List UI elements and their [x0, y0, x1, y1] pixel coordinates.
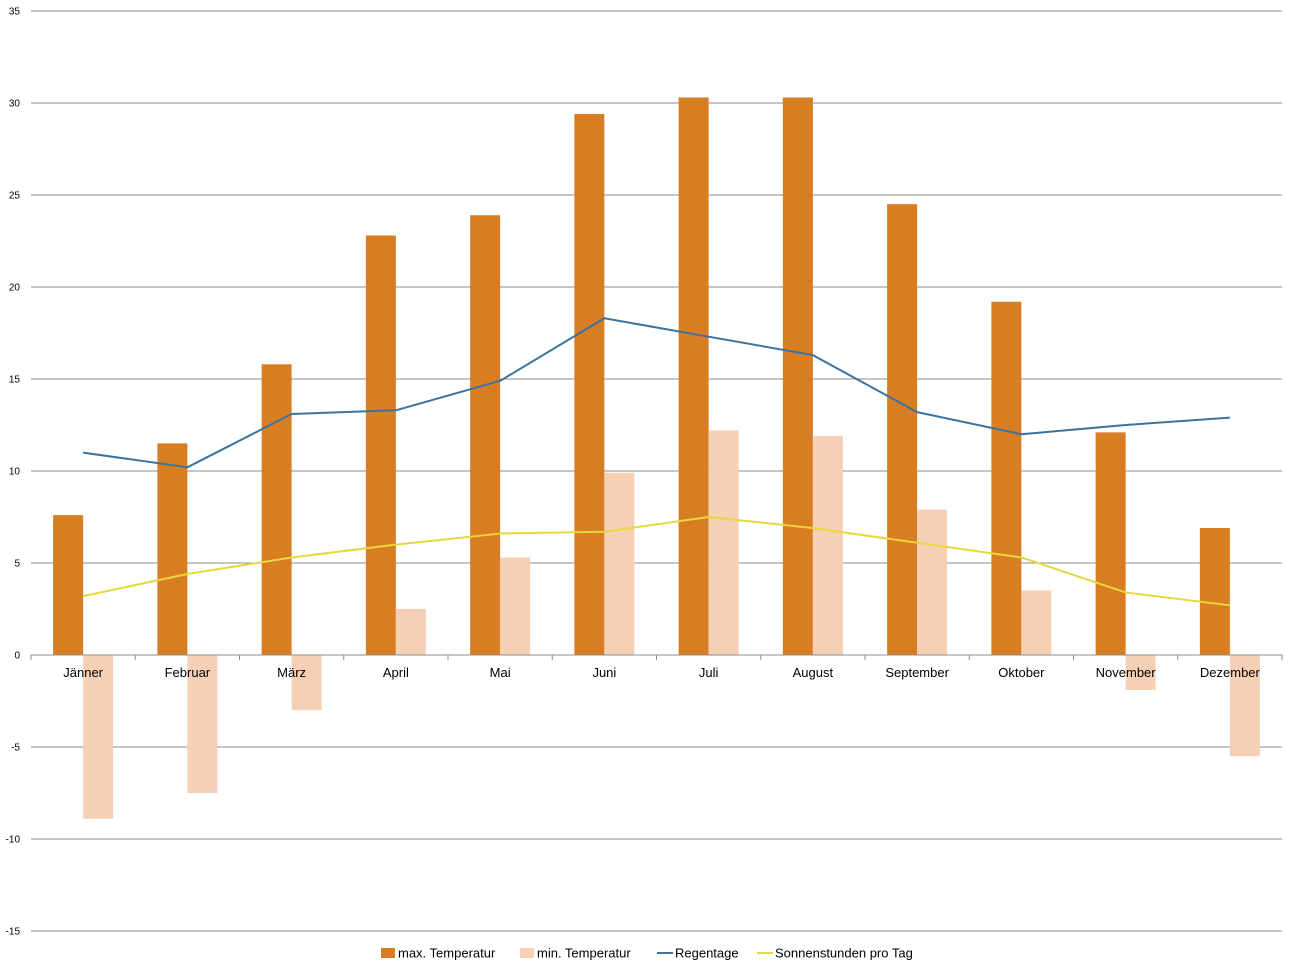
- legend-label: Sonnenstunden pro Tag: [775, 946, 913, 961]
- lines: [83, 318, 1230, 605]
- y-tick-label: 15: [9, 375, 21, 386]
- y-tick-label: 35: [9, 7, 21, 18]
- bar-min-temp: [813, 436, 843, 655]
- bar-min-temp: [1021, 591, 1051, 655]
- bar-max-temp: [262, 364, 292, 655]
- x-tick-label: März: [277, 665, 306, 680]
- x-tick-label: Jänner: [63, 665, 103, 680]
- legend-swatch: [520, 948, 534, 958]
- x-tick-label: Februar: [165, 665, 211, 680]
- bar-max-temp: [991, 302, 1021, 655]
- x-tick-label: September: [885, 665, 949, 680]
- legend-label: min. Temperatur: [537, 946, 631, 961]
- x-tick-label: Oktober: [998, 665, 1045, 680]
- bar-max-temp: [887, 204, 917, 655]
- y-tick-label: -10: [6, 835, 21, 846]
- bars: [53, 97, 1260, 818]
- bar-min-temp: [917, 510, 947, 655]
- y-axis-ticks: 35 30 25 20 15 10 5 0 -5 -10 -15: [6, 7, 21, 938]
- regentage-line: [83, 318, 1230, 467]
- x-tick-label: April: [383, 665, 409, 680]
- y-tick-label: -15: [6, 927, 21, 938]
- bar-min-temp: [396, 609, 426, 655]
- y-tick-label: 30: [9, 99, 21, 110]
- bar-min-temp: [604, 473, 634, 655]
- legend-swatch: [381, 948, 395, 958]
- bar-max-temp: [157, 443, 187, 655]
- x-tick-label: August: [793, 665, 834, 680]
- bar-min-temp: [292, 655, 322, 710]
- bar-max-temp: [1096, 432, 1126, 655]
- bar-max-temp: [679, 97, 709, 655]
- x-axis-ticks: Jänner Februar März April Mai Juni Juli August S…: [63, 665, 1260, 680]
- sonnenstunden-line: [83, 517, 1230, 605]
- x-tick-label: Mai: [490, 665, 511, 680]
- x-tick-label: Dezember: [1200, 665, 1261, 680]
- x-axis: [31, 655, 1282, 660]
- bar-max-temp: [366, 235, 396, 655]
- x-tick-label: November: [1096, 665, 1157, 680]
- y-tick-label: -5: [11, 743, 20, 754]
- bar-max-temp: [783, 97, 813, 655]
- bar-max-temp: [1200, 528, 1230, 655]
- y-tick-label: 5: [14, 559, 20, 570]
- legend: max. Temperatur min. Temperatur Regentage S…: [381, 946, 913, 961]
- legend-label: Regentage: [675, 946, 739, 961]
- x-tick-label: Juli: [699, 665, 719, 680]
- bar-min-temp: [709, 431, 739, 655]
- y-tick-label: 10: [9, 467, 21, 478]
- bar-min-temp: [500, 557, 530, 655]
- y-tick-label: 25: [9, 191, 21, 202]
- y-tick-label: 20: [9, 283, 21, 294]
- x-tick-label: Juni: [592, 665, 616, 680]
- bar-max-temp: [53, 515, 83, 655]
- bar-max-temp: [574, 114, 604, 655]
- bar-max-temp: [470, 215, 500, 655]
- y-tick-label: 0: [14, 651, 20, 662]
- gridlines: [31, 11, 1282, 931]
- legend-label: max. Temperatur: [398, 946, 496, 961]
